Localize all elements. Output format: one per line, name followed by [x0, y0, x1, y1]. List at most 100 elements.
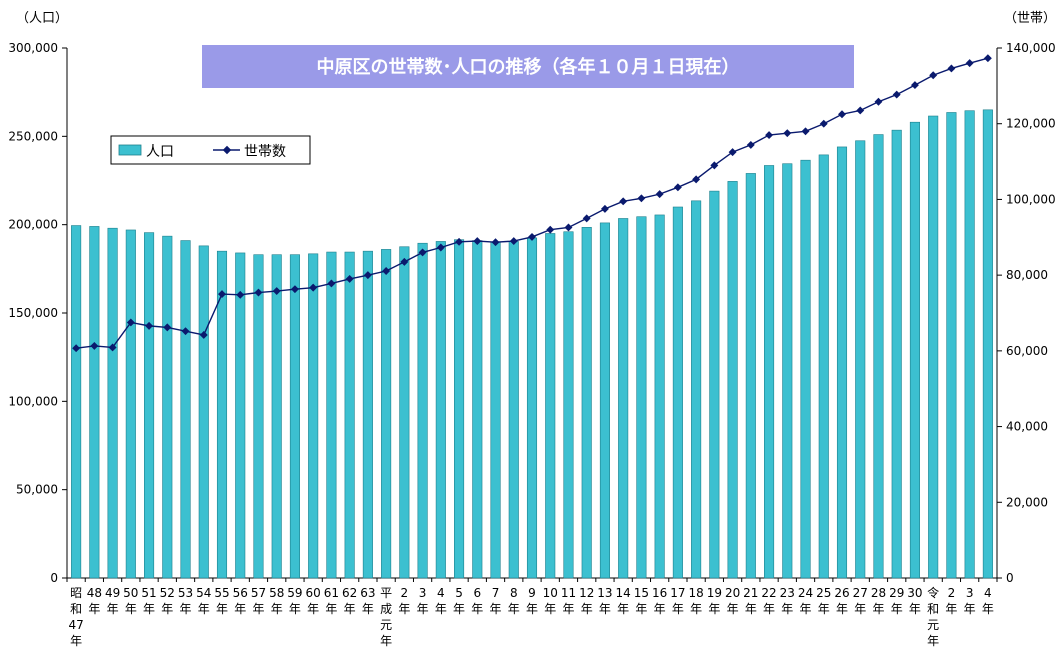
y-right-tick-label: 80,000	[1006, 268, 1048, 282]
x-tick-label: 30 年	[907, 586, 922, 616]
bar-population	[162, 235, 173, 579]
x-tick-label: 48 年	[87, 586, 102, 616]
households-marker	[728, 148, 737, 157]
bar-population	[909, 121, 920, 579]
households-marker	[418, 248, 427, 257]
y-right-tick-label: 100,000	[1006, 192, 1056, 206]
x-tick-label: 平成元年	[380, 586, 392, 648]
bar-population	[417, 242, 428, 579]
bar-population	[727, 181, 738, 579]
households-marker	[564, 223, 573, 232]
bar-population	[472, 240, 483, 579]
x-tick-label: 11 年	[561, 586, 576, 616]
x-tick-label: 24 年	[798, 586, 813, 616]
bar-population	[235, 252, 246, 579]
x-tick-label: 57 年	[251, 586, 266, 616]
y-left-tick-label: 100,000	[8, 394, 58, 408]
households-marker	[363, 271, 372, 280]
bar-population	[198, 245, 209, 579]
bar-population	[71, 225, 82, 579]
bar-population	[289, 254, 300, 579]
x-tick-labels: 昭和 47 年 48 年49 年50 年51 年 52 年53 年54 年55 年 56 年57 年58 年59…	[68, 585, 993, 648]
y-right-tick-label: 40,000	[1006, 420, 1048, 434]
bar-population	[618, 218, 629, 579]
x-tick-label: 61 年	[324, 586, 339, 616]
x-tick-label: 29 年	[889, 586, 904, 616]
households-marker	[290, 285, 299, 294]
x-tick-label: 27 年	[853, 586, 868, 616]
x-tick-label: 令和元年	[927, 585, 939, 648]
x-tick-label: 16 年	[652, 586, 667, 616]
legend: 人口 世帯数	[110, 135, 311, 165]
y-right-tick-label: 20,000	[1006, 495, 1048, 509]
x-tick-label: 19 年	[707, 586, 722, 616]
bar-population	[125, 229, 136, 579]
households-marker	[710, 161, 719, 170]
bar-population	[344, 251, 355, 579]
legend-label-population: 人口	[146, 144, 174, 160]
x-tick-label: 12 年	[579, 586, 594, 616]
y-right-tick-label: 140,000	[1006, 41, 1056, 55]
bar-population	[435, 241, 446, 579]
households-marker	[199, 330, 208, 339]
bar-population	[381, 249, 392, 579]
x-tick-label: 49 年	[105, 586, 120, 616]
households-marker	[455, 237, 464, 246]
households-marker	[327, 279, 336, 288]
households-marker	[345, 274, 354, 283]
households-marker	[673, 183, 682, 192]
bar-population	[253, 254, 264, 579]
y-left-tick-label: 0	[50, 571, 58, 585]
households-marker	[309, 283, 318, 292]
x-tick-label: 52 年	[160, 586, 175, 616]
chart-title-box: 中原区の世帯数･人口の推移（各年１０月１日現在）	[202, 45, 854, 88]
x-tick-label: 58 年	[269, 586, 284, 616]
households-marker	[181, 327, 190, 336]
bars	[71, 109, 993, 579]
bar-population	[563, 231, 574, 579]
households-marker	[637, 194, 646, 203]
households-marker	[619, 197, 628, 206]
legend-swatch-population	[118, 144, 142, 156]
households-marker	[163, 323, 172, 332]
bar-population	[490, 242, 501, 579]
households-marker	[600, 204, 609, 213]
x-tick-label: 51 年	[141, 586, 156, 616]
households-marker	[965, 59, 974, 68]
households-marker	[801, 127, 810, 136]
bar-population	[800, 159, 811, 579]
y-left-tick-label: 50,000	[16, 483, 58, 497]
bar-population	[362, 250, 373, 579]
legend-marker-households	[222, 145, 232, 155]
legend-box	[110, 135, 311, 165]
y-left-unit: （人口）	[16, 11, 68, 26]
households-marker	[126, 318, 135, 327]
bar-population	[581, 227, 592, 579]
bar-population	[180, 240, 191, 579]
x-tick-label: 54 年	[196, 586, 211, 616]
bar-population	[636, 216, 647, 579]
bar-population	[891, 129, 902, 579]
bar-population	[545, 233, 556, 579]
households-marker	[509, 237, 518, 246]
x-tick-label: 20 年	[725, 586, 740, 616]
x-tick-label: 15 年	[634, 586, 649, 616]
bar-population	[818, 154, 829, 579]
bar-population	[326, 251, 337, 579]
x-tick-label: 60 年	[306, 586, 321, 616]
bar-population	[271, 254, 282, 579]
y-right-unit: （世帯）	[1004, 11, 1056, 26]
households-marker	[746, 140, 755, 149]
households-marker	[254, 288, 263, 297]
x-tick-label: 昭和 47 年	[68, 586, 83, 648]
households-marker	[145, 321, 154, 330]
bar-population	[526, 237, 538, 579]
chart-title-background	[202, 45, 854, 88]
households-marker	[910, 81, 919, 90]
households-marker	[819, 119, 828, 128]
bar-population	[672, 206, 683, 579]
